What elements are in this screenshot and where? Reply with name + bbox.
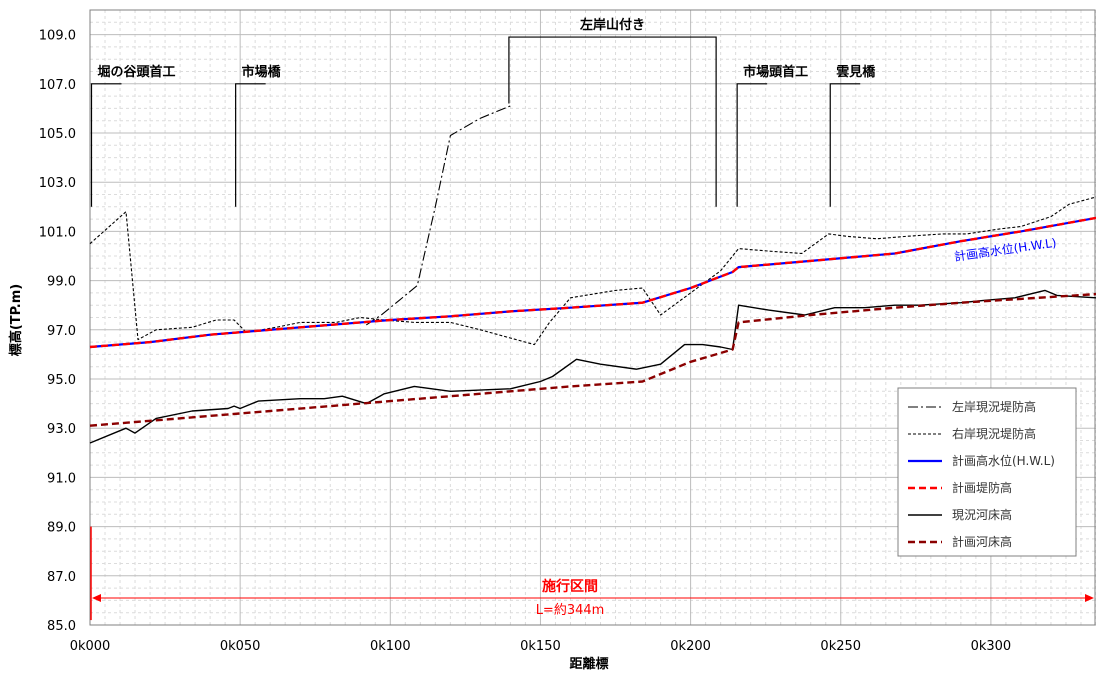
annotation-label: 市場頭首工 <box>743 64 808 80</box>
series-line <box>89 216 1096 349</box>
y-tick-label: 103.0 <box>39 176 76 191</box>
y-tick-label: 97.0 <box>47 324 76 339</box>
x-axis-tick-labels: 0k000 0k050 0k100 0k150 0k200 0k250 0k300 <box>70 639 1012 654</box>
annotation-label: 市場橋 <box>242 64 282 80</box>
x-axis-label: 距離標 <box>569 656 608 672</box>
annotation-bracket <box>90 83 122 207</box>
legend-label: 左岸現況堤防高 <box>952 399 1036 414</box>
annotation-bracket <box>235 83 266 207</box>
series-line <box>89 292 1096 427</box>
structure-annotations: 堀の谷頭首工 市場橋 市場頭首工 雲見橋 左岸山付き <box>90 17 876 207</box>
y-tick-label: 101.0 <box>39 225 76 240</box>
construction-section: 施行区間 L=約344m <box>90 526 1094 621</box>
y-tick-label: 107.0 <box>39 78 76 93</box>
x-tick-label: 0k300 <box>971 639 1012 654</box>
annotation-label: 雲見橋 <box>836 64 876 80</box>
y-tick-label: 87.0 <box>47 570 76 585</box>
section-arrow-head-right <box>1085 593 1094 602</box>
range-annotation-bracket <box>508 36 717 207</box>
series-line <box>365 105 511 326</box>
x-tick-label: 0k000 <box>70 639 111 654</box>
legend-label: 計画堤防高 <box>952 480 1012 495</box>
series-line <box>89 196 1096 346</box>
y-tick-label: 99.0 <box>47 275 76 290</box>
legend-label: 計画河床高 <box>952 534 1012 549</box>
section-length-label: L=約344m <box>536 603 605 618</box>
section-arrow-head-left <box>92 593 101 602</box>
annotation-bracket <box>736 83 768 207</box>
series-layer <box>89 105 1096 444</box>
plot-frame <box>89 9 1096 626</box>
x-tick-label: 0k100 <box>370 639 411 654</box>
y-axis-tick-labels: 85.0 87.0 89.0 91.0 93.0 95.0 97.0 99.0 101.0 103… <box>39 29 76 634</box>
legend-label: 右岸現況堤防高 <box>952 426 1036 441</box>
y-tick-label: 105.0 <box>39 127 76 142</box>
series-line <box>89 289 1096 444</box>
x-tick-label: 0k250 <box>820 639 861 654</box>
annotation-label: 堀の谷頭首工 <box>98 64 176 80</box>
annotation-bracket <box>829 83 861 207</box>
legend-box <box>897 387 1077 557</box>
y-tick-label: 89.0 <box>47 521 76 536</box>
y-tick-label: 109.0 <box>39 29 76 44</box>
legend-label: 現況河床高 <box>952 507 1012 522</box>
range-annotation-label: 左岸山付き <box>580 17 645 33</box>
x-tick-label: 0k150 <box>520 639 561 654</box>
x-tick-label: 0k200 <box>670 639 711 654</box>
y-tick-label: 85.0 <box>47 619 76 634</box>
x-tick-label: 0k050 <box>220 639 261 654</box>
y-axis-label: 標高(TP.m) <box>8 284 24 356</box>
y-tick-label: 91.0 <box>47 471 76 486</box>
minor-gridlines <box>90 9 1096 625</box>
y-tick-label: 93.0 <box>47 422 76 437</box>
legend-label: 計画高水位(H.W.L) <box>952 453 1055 468</box>
section-label: 施行区間 <box>542 578 598 595</box>
y-tick-label: 95.0 <box>47 373 76 388</box>
